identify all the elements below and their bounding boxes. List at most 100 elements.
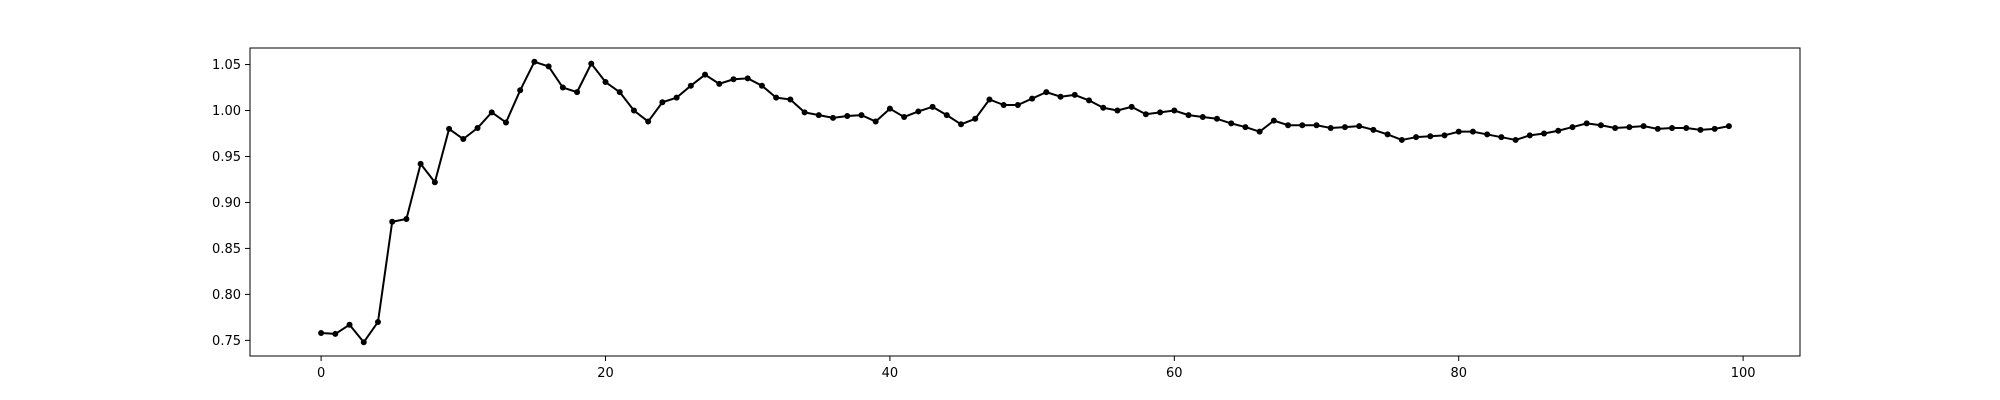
plot-frame	[249, 47, 1801, 357]
data-point	[958, 121, 965, 128]
data-point	[1100, 104, 1107, 111]
data-point	[1526, 132, 1533, 139]
data-point	[403, 216, 410, 223]
data-point	[1256, 128, 1263, 135]
y-tick-label: 1.00	[212, 104, 241, 119]
data-point	[929, 103, 936, 110]
data-point	[773, 94, 780, 101]
series-layer	[318, 58, 1732, 346]
data-point	[687, 82, 694, 89]
data-point	[517, 87, 524, 94]
data-point	[1555, 127, 1562, 134]
data-point	[630, 107, 637, 114]
data-point	[1398, 136, 1405, 143]
data-point	[943, 112, 950, 119]
plot-background	[250, 48, 1800, 356]
data-point	[1341, 124, 1348, 131]
data-point	[844, 113, 851, 120]
x-tick-label: 20	[597, 366, 614, 381]
data-point	[758, 82, 765, 89]
data-point	[616, 89, 623, 96]
data-point	[1612, 124, 1619, 131]
data-point	[972, 115, 979, 122]
data-point	[588, 60, 595, 67]
data-point	[1441, 132, 1448, 139]
x-tick-label: 60	[1166, 366, 1183, 381]
data-point	[1228, 120, 1235, 127]
data-point	[1014, 102, 1021, 109]
data-point	[460, 136, 467, 143]
data-point	[730, 76, 737, 83]
data-point	[673, 94, 680, 101]
data-point	[531, 58, 538, 65]
data-point	[801, 109, 808, 116]
data-point	[645, 118, 652, 125]
data-point	[1199, 113, 1206, 120]
data-point	[318, 330, 325, 337]
x-tick-label: 0	[317, 366, 325, 381]
data-point	[716, 80, 723, 87]
x-axis: 0 20 40 60 80 100	[317, 356, 1756, 381]
data-point	[815, 112, 822, 119]
data-point	[1114, 107, 1121, 114]
data-point	[559, 84, 566, 91]
data-point	[1427, 133, 1434, 140]
data-point	[1597, 122, 1604, 129]
data-point	[1000, 102, 1007, 109]
data-point	[1384, 131, 1391, 138]
data-point	[1029, 95, 1036, 102]
data-point	[1569, 124, 1576, 131]
data-point	[1484, 131, 1491, 138]
series-line	[321, 60, 1730, 344]
data-point	[886, 105, 893, 112]
data-point	[1583, 120, 1590, 127]
data-point	[502, 119, 509, 126]
data-point	[389, 218, 396, 225]
data-point	[545, 63, 552, 70]
y-tick-label: 0.75	[212, 334, 241, 349]
data-point	[1654, 125, 1661, 132]
data-point	[1057, 93, 1064, 100]
data-point	[872, 118, 879, 125]
data-point	[1683, 124, 1690, 131]
y-tick-label: 0.95	[212, 150, 241, 165]
data-point	[659, 99, 666, 106]
data-point	[1725, 123, 1732, 130]
data-point	[1498, 134, 1505, 141]
data-point	[1157, 109, 1164, 116]
data-point	[417, 160, 424, 167]
data-point	[1213, 115, 1220, 122]
data-point	[1285, 122, 1292, 129]
data-point	[1043, 89, 1050, 96]
data-point	[830, 114, 837, 121]
data-point	[1711, 125, 1718, 132]
data-point	[1541, 130, 1548, 137]
data-point	[1128, 103, 1135, 110]
data-point	[360, 339, 367, 346]
data-point	[574, 89, 581, 96]
data-point	[1626, 124, 1633, 131]
data-point	[1455, 128, 1462, 135]
data-point	[1370, 126, 1377, 133]
data-point	[1469, 128, 1476, 135]
data-point	[1512, 136, 1519, 143]
y-tick-label: 1.05	[212, 58, 241, 73]
data-point	[1185, 112, 1192, 119]
data-point	[1356, 123, 1363, 130]
data-point	[1071, 91, 1078, 98]
data-point	[858, 112, 865, 119]
data-point	[446, 125, 453, 132]
data-point	[901, 113, 908, 120]
data-point	[1270, 117, 1277, 124]
data-point	[332, 330, 339, 337]
data-point	[1313, 122, 1320, 129]
data-point	[1697, 126, 1704, 133]
data-point	[1171, 107, 1178, 114]
y-tick-label: 0.90	[212, 196, 241, 211]
data-point	[1085, 97, 1092, 104]
data-point	[1242, 124, 1249, 131]
data-point	[986, 96, 993, 103]
data-point	[1299, 122, 1306, 129]
data-point	[1413, 134, 1420, 141]
